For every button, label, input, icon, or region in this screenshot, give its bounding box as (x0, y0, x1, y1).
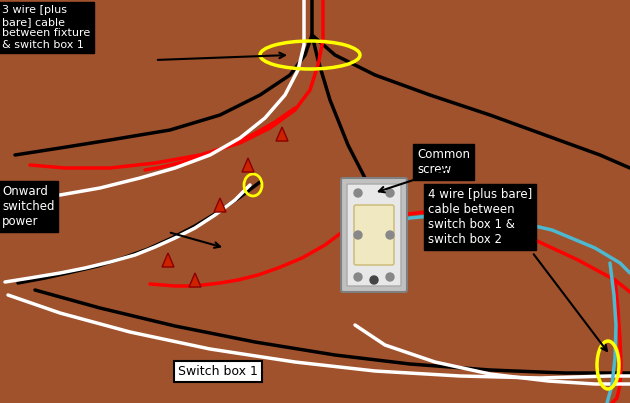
Circle shape (354, 231, 362, 239)
Circle shape (386, 273, 394, 281)
Circle shape (354, 189, 362, 197)
Polygon shape (242, 158, 254, 172)
Circle shape (386, 189, 394, 197)
Polygon shape (189, 273, 201, 287)
Circle shape (370, 276, 378, 284)
Text: Common
screw: Common screw (417, 148, 470, 176)
Text: Switch box 1: Switch box 1 (178, 365, 258, 378)
Circle shape (386, 231, 394, 239)
Polygon shape (276, 127, 288, 141)
FancyBboxPatch shape (354, 205, 394, 265)
Text: 4 wire [plus bare]
cable between
switch box 1 &
switch box 2: 4 wire [plus bare] cable between switch … (428, 188, 532, 246)
FancyBboxPatch shape (341, 178, 407, 292)
Polygon shape (214, 198, 226, 212)
Text: Onward
switched
power: Onward switched power (2, 185, 55, 228)
Circle shape (354, 273, 362, 281)
Text: 3 wire [plus
bare] cable
between fixture
& switch box 1: 3 wire [plus bare] cable between fixture… (2, 5, 90, 50)
Polygon shape (162, 253, 174, 267)
FancyBboxPatch shape (347, 184, 401, 286)
